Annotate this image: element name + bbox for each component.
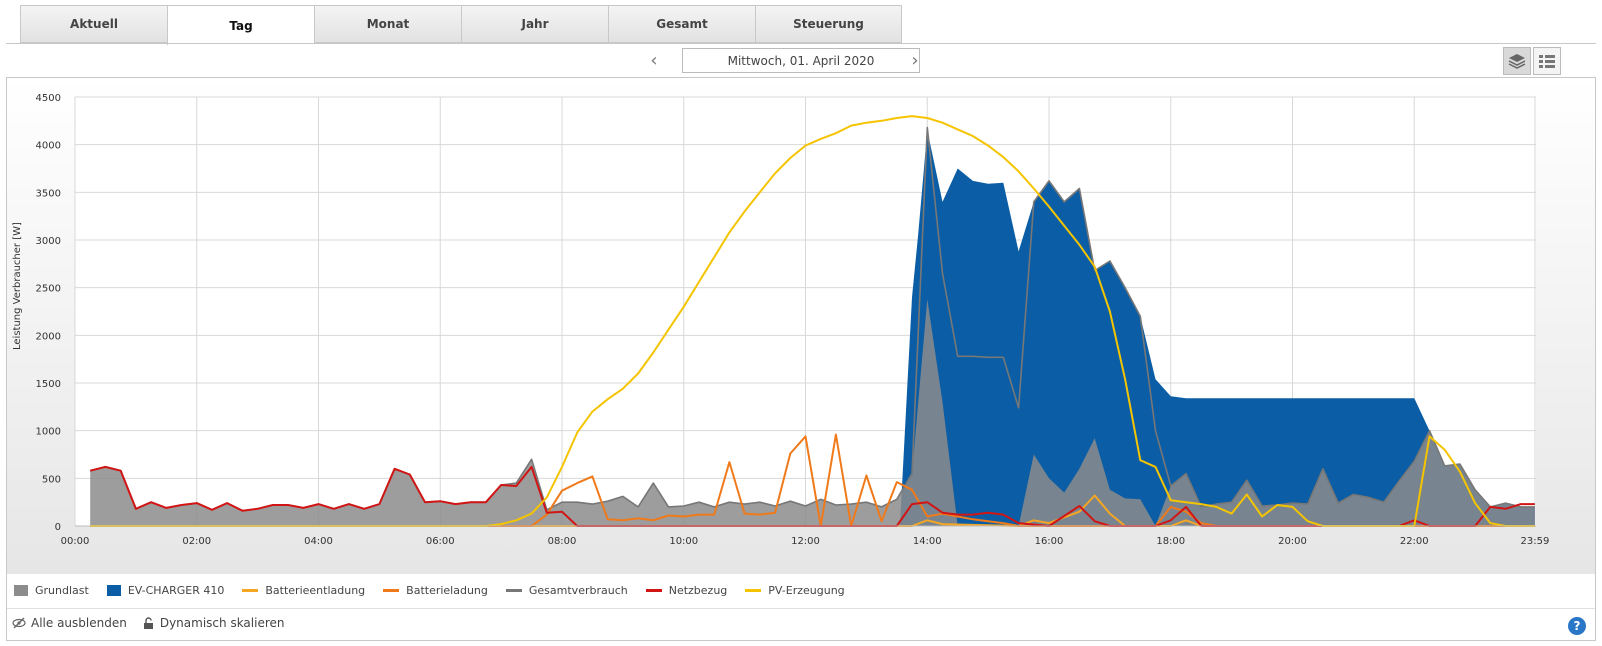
y-axis-label: Leistung Verbraucher [W] <box>12 222 23 350</box>
legend-batterieentladung[interactable]: Batterieentladung <box>242 584 365 597</box>
tab-jahr[interactable]: Jahr <box>461 5 608 43</box>
y-tick-label: 2500 <box>36 284 61 295</box>
y-tick-label: 4500 <box>36 93 61 104</box>
chevron-right-icon[interactable]: › <box>911 50 919 71</box>
x-tick-label: 06:00 <box>426 536 455 547</box>
y-tick-label: 4000 <box>36 141 61 152</box>
layers-icon <box>1508 54 1526 69</box>
tab-gesamt[interactable]: Gesamt <box>608 5 755 43</box>
legend-label: Netzbezug <box>668 584 728 597</box>
tab-tag[interactable]: Tag <box>167 5 314 45</box>
legend-swatch <box>745 589 762 592</box>
x-tick-label: 18:00 <box>1156 536 1185 547</box>
date-display[interactable]: Mittwoch, 01. April 2020 <box>682 48 920 73</box>
legend-swatch <box>645 589 662 592</box>
x-tick-label: 04:00 <box>304 536 333 547</box>
legend-pv-erzeugung[interactable]: PV-Erzeugung <box>745 584 845 597</box>
chart-footer: Alle ausblenden Dynamisch skalieren <box>12 616 301 630</box>
hide-all-button[interactable]: Alle ausblenden <box>12 616 127 630</box>
dynamic-scale-label: Dynamisch skalieren <box>159 616 285 630</box>
unlock-icon <box>143 616 153 629</box>
y-tick-label: 2000 <box>36 331 61 342</box>
legend-batterieladung[interactable]: Batterieladung <box>383 584 488 597</box>
tab-aktuell[interactable]: Aktuell <box>20 5 167 43</box>
tab-monat[interactable]: Monat <box>314 5 461 43</box>
help-icon[interactable]: ? <box>1568 617 1586 635</box>
legend-label: Gesamtverbrauch <box>528 584 628 597</box>
y-tick-label: 1500 <box>36 379 61 390</box>
x-tick-label: 02:00 <box>182 536 211 547</box>
x-tick-label: 23:59 <box>1521 536 1550 547</box>
x-tick-label: 22:00 <box>1400 536 1429 547</box>
legend-label: Batterieentladung <box>265 584 366 597</box>
footer-divider <box>7 608 1595 609</box>
date-navigation: ‹ Mittwoch, 01. April 2020 › <box>0 47 1602 75</box>
list-view-button[interactable] <box>1533 47 1561 75</box>
y-tick-label: 3500 <box>36 188 61 199</box>
tab-steuerung[interactable]: Steuerung <box>755 5 902 43</box>
layers-view-button[interactable] <box>1503 47 1531 75</box>
legend-label: Grundlast <box>35 584 89 597</box>
x-tick-label: 14:00 <box>913 536 942 547</box>
line-batterieladung <box>90 433 1535 527</box>
chart-frame <box>6 77 1596 641</box>
legend-label: PV-Erzeugung <box>768 584 845 597</box>
line-pv-erzeugung <box>90 115 1535 527</box>
legend-ev-charger[interactable]: EV-CHARGER 410 <box>106 584 225 597</box>
legend-gesamtverbrauch[interactable]: Gesamtverbrauch <box>505 584 628 597</box>
power-chart: 0 500 1000 1500 2000 2500 3000 3500 4000 4500 00:0… <box>36 93 1550 547</box>
legend-label: Batterieladung <box>406 584 488 597</box>
tab-divider <box>6 43 1596 44</box>
legend-netzbezug[interactable]: Netzbezug <box>645 584 728 597</box>
dynamic-scale-button[interactable]: Dynamisch skalieren <box>143 616 285 630</box>
legend-swatch <box>242 589 259 592</box>
y-tick-label: 3000 <box>36 236 61 247</box>
hide-all-label: Alle ausblenden <box>31 616 127 630</box>
legend: Grundlast EV-CHARGER 410 Batterieentladu… <box>14 584 863 597</box>
area-grundlast <box>90 299 1535 526</box>
legend-swatch <box>505 589 522 592</box>
x-tick-label: 16:00 <box>1035 536 1064 547</box>
x-tick-label: 12:00 <box>791 536 820 547</box>
x-tick-label: 00:00 <box>61 536 90 547</box>
area-ev-charger-410 <box>899 130 1535 526</box>
line-batterieentladung <box>90 494 1535 527</box>
legend-swatch <box>106 585 121 596</box>
eye-slash-icon <box>12 617 26 629</box>
x-tick-label: 10:00 <box>669 536 698 547</box>
chevron-left-icon[interactable]: ‹ <box>650 50 658 71</box>
tab-bar: Aktuell Tag Monat Jahr Gesamt Steuerung <box>20 5 902 45</box>
y-tick-label: 0 <box>55 522 61 533</box>
legend-label: EV-CHARGER 410 <box>127 584 225 597</box>
y-tick-label: 500 <box>42 474 61 485</box>
x-tick-label: 08:00 <box>548 536 577 547</box>
legend-swatch <box>383 589 400 592</box>
legend-swatch <box>14 585 28 596</box>
legend-grundlast[interactable]: Grundlast <box>14 584 89 597</box>
y-tick-label: 1000 <box>36 427 61 438</box>
list-view-icon <box>1539 55 1555 68</box>
x-tick-label: 20:00 <box>1278 536 1307 547</box>
line-netzbezug <box>89 465 1535 527</box>
